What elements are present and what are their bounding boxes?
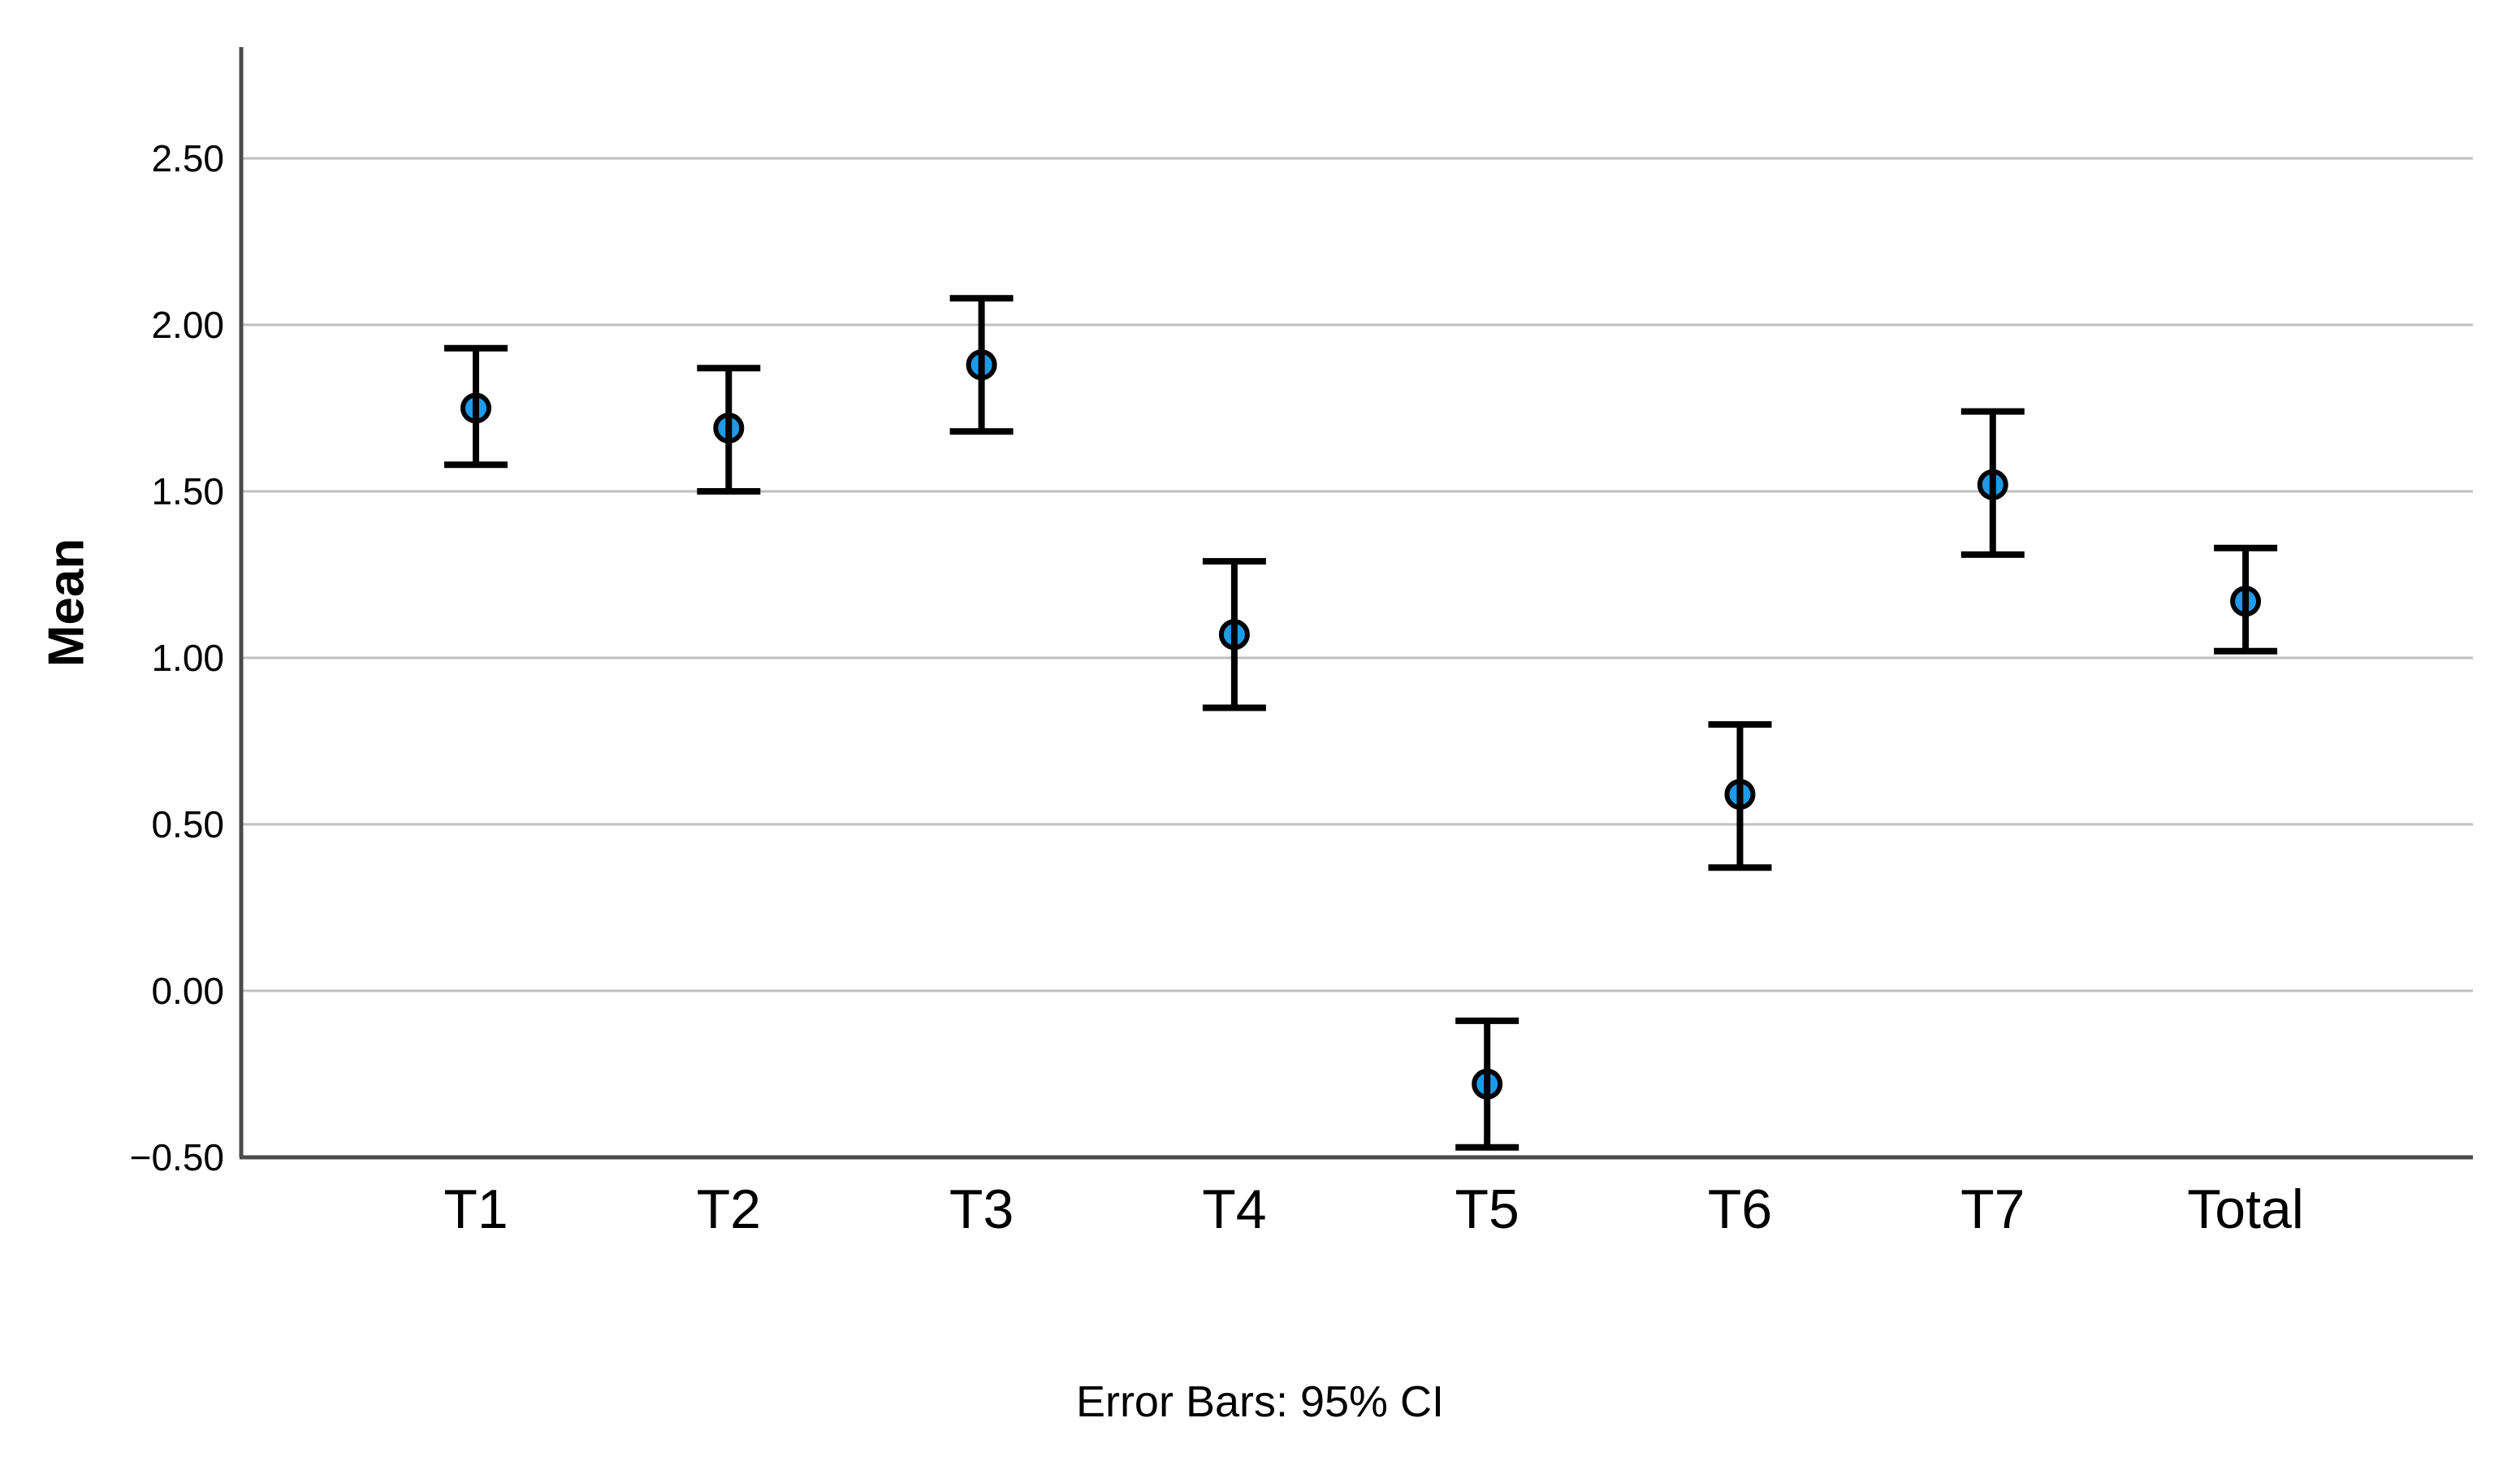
category-label: T5	[1455, 1178, 1519, 1240]
mean-marker	[1724, 779, 1756, 811]
category-label: T3	[949, 1178, 1014, 1240]
category-label: T7	[1960, 1178, 2025, 1240]
mean-marker	[460, 392, 491, 424]
mean-marker	[1218, 619, 1250, 651]
mean-marker	[1472, 1068, 1503, 1100]
category-label: T1	[443, 1178, 508, 1240]
category-label: T2	[697, 1178, 761, 1240]
chart-caption: Error Bars: 95% CI	[1075, 1377, 1445, 1426]
mean-marker	[713, 413, 745, 444]
y-tick-label: 2.00	[151, 304, 224, 346]
category-label: T4	[1202, 1178, 1266, 1240]
y-tick-label: 0.00	[151, 970, 224, 1012]
category-label: T6	[1708, 1178, 1772, 1240]
y-tick-label: 1.50	[151, 470, 224, 512]
category-label: Total	[2187, 1178, 2304, 1240]
y-axis-title: Mean	[38, 538, 95, 668]
y-tick-label: −0.50	[130, 1136, 224, 1178]
mean-marker	[966, 349, 997, 381]
mean-marker	[1977, 469, 2008, 500]
y-tick-label: 1.00	[151, 637, 224, 679]
y-tick-label: 2.50	[151, 137, 224, 179]
y-tick-label: 0.50	[151, 803, 224, 845]
mean-marker	[2230, 586, 2262, 617]
